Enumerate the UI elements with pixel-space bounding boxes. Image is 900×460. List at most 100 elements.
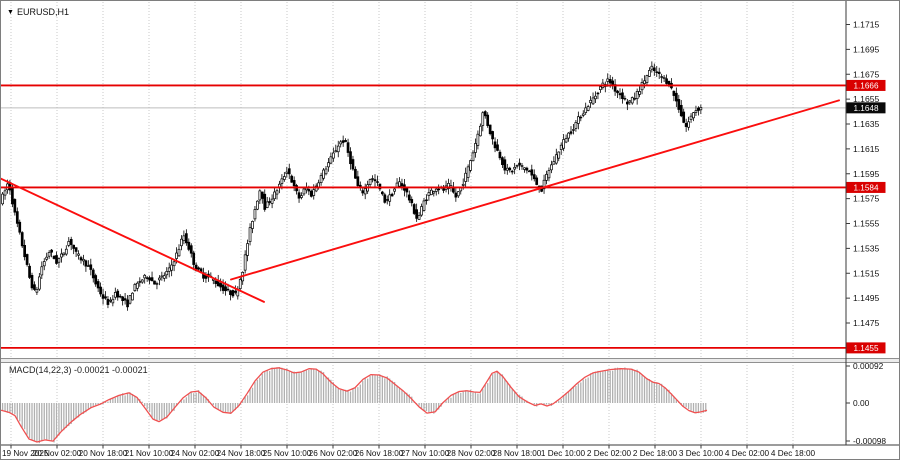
candle-body (15, 211, 19, 224)
support-badge-text: 1.1584 (853, 183, 878, 192)
candle-body (275, 190, 279, 195)
candle-body (625, 101, 629, 105)
candle-body (442, 188, 445, 191)
candle-body (143, 274, 147, 279)
candle-body (160, 275, 164, 278)
candle-body (677, 99, 681, 110)
candle-body (57, 258, 61, 263)
macd-tick-label: -0.00098 (853, 436, 886, 446)
candle-body (599, 86, 602, 90)
candle-body (140, 279, 144, 283)
candle-body (332, 152, 335, 159)
candle-body (324, 168, 328, 175)
candle-body (94, 275, 98, 285)
candle-body (464, 172, 467, 182)
candle-body (613, 84, 617, 92)
candle-body (694, 110, 698, 113)
candle-body (608, 79, 612, 84)
candle-body (155, 283, 159, 285)
candle-body (469, 160, 472, 171)
candle-body (180, 238, 183, 247)
macd-indicator-label: MACD(14,22,3) -0.00021 -0.00021 (9, 365, 148, 375)
candle-body (405, 187, 409, 193)
candle-body (64, 248, 68, 255)
symbol-title: EURUSD,H1 (16, 7, 69, 17)
pane-separator (1, 362, 899, 363)
candle-body (461, 183, 465, 186)
candle-body (243, 254, 247, 271)
candle-body (606, 78, 610, 82)
candle-body (162, 275, 166, 279)
candle-body (258, 190, 262, 201)
candle-body (33, 284, 36, 290)
candle-body (545, 173, 548, 181)
candle-body (662, 76, 666, 79)
candle-body (684, 123, 688, 127)
candle-body (13, 199, 17, 213)
candle-body (45, 256, 49, 260)
candle-body (628, 100, 632, 103)
time-tick-label: 4 Dec 02:00 (725, 449, 770, 458)
candle-body (290, 175, 294, 183)
candle-body (268, 201, 271, 203)
time-tick-label: 28 Nov 18:00 (493, 449, 542, 458)
candle-body (317, 182, 320, 188)
candle-body (572, 129, 575, 131)
candle-body (410, 199, 414, 204)
candle-body (430, 189, 433, 196)
macd-tick-label: 0.00 (853, 398, 870, 408)
candle-body (287, 168, 291, 175)
candle-body (579, 116, 583, 119)
candle-body (434, 188, 438, 192)
candle-body (234, 290, 237, 293)
candle-body (520, 165, 524, 167)
candle-body (341, 140, 345, 143)
candle-body (371, 178, 374, 180)
candle-body (40, 266, 44, 276)
candle-body (363, 188, 367, 195)
candle-body (623, 97, 627, 100)
trendline-descending[interactable] (1, 177, 265, 303)
candle-body (42, 261, 46, 267)
candle-body (373, 179, 377, 182)
candle-body (584, 107, 588, 113)
candle-body (471, 152, 475, 162)
candle-body (11, 187, 14, 205)
candle-body (569, 131, 573, 134)
price-tick-label: 1.1475 (853, 318, 880, 328)
candle-body (175, 252, 178, 259)
candle-body (415, 209, 418, 219)
macd-tick-label: 0.00092 (853, 361, 884, 371)
candle-body (638, 91, 641, 95)
candle-body (329, 156, 333, 164)
candle-body (618, 93, 622, 96)
time-tick-label: 28 Nov 02:00 (447, 449, 496, 458)
time-tick-label: 24 Nov 02:00 (171, 449, 220, 458)
candle-body (126, 299, 129, 308)
candle-body (145, 277, 149, 279)
candle-body (692, 112, 695, 119)
candle-body (381, 191, 384, 195)
pane-separator[interactable] (1, 358, 899, 359)
lower-level-badge-text: 1.1455 (853, 344, 878, 353)
symbol-selector[interactable]: ▼ EURUSD,H1 (7, 7, 69, 18)
candle-body (420, 206, 423, 216)
trendline-ascending[interactable] (230, 99, 840, 281)
candle-body (349, 151, 352, 165)
candle-body (398, 181, 401, 187)
price-tick-label: 1.1715 (853, 20, 880, 30)
price-tick-label: 1.1515 (853, 268, 880, 278)
time-tick-label: 19 Nov 2025 (2, 449, 49, 458)
candle-body (356, 176, 360, 187)
candle-body (297, 192, 301, 199)
candle-body (30, 275, 34, 289)
candle-body (47, 252, 51, 257)
candle-body (393, 188, 396, 192)
candle-body (493, 141, 497, 149)
candle-body (104, 296, 107, 299)
time-tick-label: 21 Nov 10:00 (125, 449, 174, 458)
candle-body (454, 192, 458, 198)
candle-body (18, 221, 22, 233)
candle-body (498, 151, 502, 159)
